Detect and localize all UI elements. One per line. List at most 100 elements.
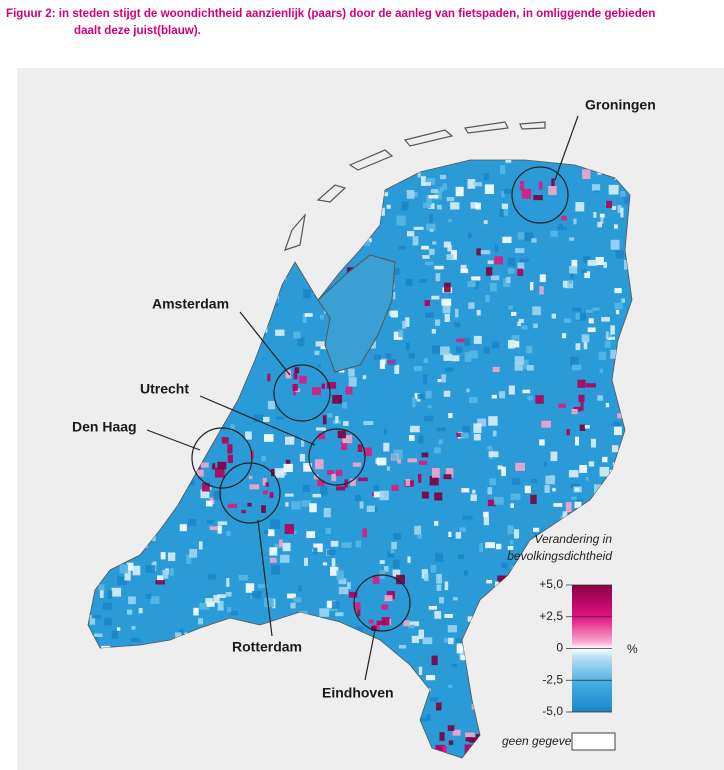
patch [562, 511, 568, 520]
patch [623, 259, 628, 270]
patch [524, 485, 531, 494]
patch [401, 201, 409, 211]
patch [387, 360, 395, 364]
patch [572, 364, 582, 371]
patch [104, 617, 112, 626]
patch [429, 476, 439, 486]
patch [258, 584, 268, 589]
patch [459, 649, 467, 660]
patch [565, 501, 572, 512]
patch [439, 174, 447, 180]
patch [313, 547, 318, 554]
patch [116, 627, 121, 631]
patch [408, 352, 416, 359]
patch [426, 195, 433, 205]
patch [354, 494, 361, 502]
patch [429, 214, 433, 223]
patch [374, 354, 381, 360]
patch [462, 515, 473, 520]
patch [317, 433, 326, 440]
patch [119, 564, 129, 574]
patch [422, 637, 433, 645]
patch [187, 519, 197, 526]
patch [434, 611, 442, 619]
patch [428, 405, 432, 409]
patch [517, 232, 524, 240]
patch [477, 418, 487, 427]
patch [202, 482, 210, 492]
caption: Figuur 2: in steden stijgt de woondichth… [6, 7, 655, 20]
patch [94, 633, 103, 638]
patch [336, 570, 344, 580]
patch [448, 684, 453, 689]
leader-line [364, 629, 376, 681]
patch [350, 478, 356, 486]
patch [376, 457, 387, 466]
patch [450, 202, 460, 210]
patch [425, 261, 434, 266]
patch [442, 303, 451, 314]
patch [409, 621, 420, 627]
patch [473, 423, 482, 434]
patch [169, 568, 174, 576]
patch [284, 524, 294, 534]
patch [437, 379, 442, 383]
patch [493, 496, 504, 505]
patch [213, 491, 222, 501]
patch [539, 286, 544, 295]
patch [483, 516, 490, 526]
patch [517, 262, 525, 270]
patch [514, 356, 524, 365]
patch [508, 385, 515, 395]
patch [467, 281, 476, 288]
patch [263, 490, 268, 495]
patch [530, 494, 537, 505]
patch [423, 573, 429, 582]
patch [439, 186, 445, 192]
patch [610, 325, 615, 335]
patch [456, 346, 463, 353]
patch [335, 416, 339, 424]
patch [294, 367, 300, 374]
city-label: Rotterdam [232, 639, 302, 655]
patch [265, 482, 269, 487]
patch [577, 312, 586, 321]
patch [548, 185, 557, 196]
patch [511, 478, 520, 486]
patch [539, 439, 545, 446]
patch [180, 628, 184, 634]
patch [490, 275, 500, 281]
patch [162, 569, 169, 579]
patch [573, 218, 577, 225]
patch [599, 466, 610, 477]
patch [299, 453, 306, 462]
patch [545, 475, 556, 485]
patch [494, 244, 499, 252]
patch [620, 207, 624, 218]
patch [373, 484, 379, 492]
patch [473, 335, 482, 344]
patch [432, 241, 437, 245]
patch [535, 395, 544, 404]
patch [510, 493, 521, 500]
patch [412, 236, 419, 246]
patch [407, 556, 411, 563]
patch [501, 191, 505, 198]
patch [157, 575, 164, 584]
patch [446, 254, 454, 261]
patch [586, 383, 596, 388]
patch [403, 620, 410, 627]
patch [332, 395, 343, 404]
patch [588, 318, 594, 324]
patch [574, 436, 579, 446]
patch [483, 173, 489, 181]
patch [290, 602, 296, 609]
patch [569, 237, 575, 241]
patch [468, 302, 475, 309]
patch [467, 179, 476, 189]
patch [614, 302, 623, 310]
patch [431, 655, 438, 666]
patch [304, 313, 313, 317]
patch [217, 600, 224, 611]
legend-tick-label: 0 [556, 641, 563, 655]
